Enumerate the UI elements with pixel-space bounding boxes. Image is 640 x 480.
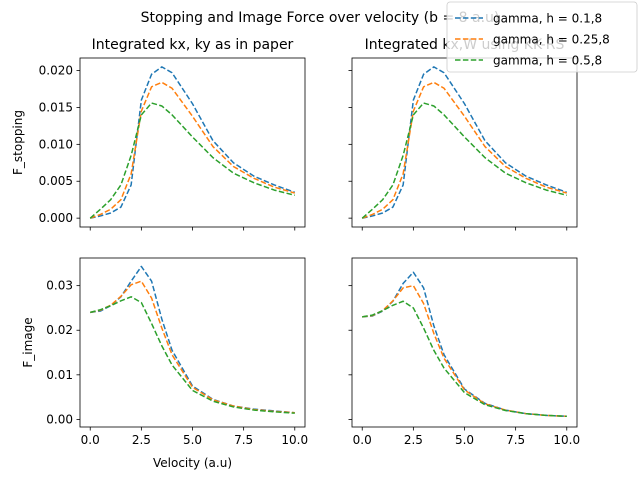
series-line-top-right-1	[361, 81, 567, 219]
x-tick-label-bottom-left-2: 5.0	[183, 433, 202, 447]
series-line-bottom-left-2	[90, 296, 295, 414]
y-axis-label-top-left: F_stopping	[11, 110, 25, 175]
panel-title-top-left: Integrated kx, ky as in paper	[92, 37, 294, 53]
y-tick-label-top-left-4: 0.020	[39, 64, 73, 78]
y-tick-label-top-left-0: 0.000	[39, 211, 73, 225]
series-line-top-left-2	[89, 102, 295, 219]
panel-top-left: 0.000 0.005 0.010 0.015 0.020 Integrated kx, …	[11, 37, 306, 231]
x-tick-label-bottom-right-1: 2.5	[404, 433, 423, 447]
series-line-top-left-1	[89, 81, 295, 219]
x-tick-label-bottom-left-4: 10.0	[281, 433, 308, 447]
series-line-top-right-2	[361, 102, 567, 219]
legend-label-1: gamma, h = 0.25,8	[493, 33, 610, 47]
y-tick-label-bottom-left-1: 0.01	[46, 368, 73, 382]
y-tick-label-bottom-left-3: 0.03	[46, 279, 73, 293]
x-axis-label-bottom-left: Velocity (a.u)	[153, 456, 232, 470]
legend-label-2: gamma, h = 0.5,8	[493, 54, 602, 68]
legend-label-0: gamma, h = 0.1,8	[493, 12, 602, 26]
x-tick-label-bottom-left-0: 0.0	[81, 433, 100, 447]
y-tick-label-top-left-1: 0.005	[39, 174, 73, 188]
y-tick-label-bottom-left-0: 0.00	[46, 412, 73, 426]
legend-frame	[446, 1, 638, 73]
x-tick-label-bottom-right-0: 0.0	[353, 433, 372, 447]
panels: 0.000 0.005 0.010 0.015 0.020 Integrated kx, …	[11, 37, 580, 470]
y-tick-label-top-left-2: 0.010	[39, 137, 73, 151]
x-tick-label-bottom-right-4: 10.0	[553, 433, 580, 447]
panel-bottom-left: 0.0 2.5 5.0 7.5 10.0 0.00 0.01 0.02 0.03 F_image V…	[21, 257, 308, 470]
series-line-top-right-0	[362, 66, 568, 219]
x-tick-label-bottom-left-1: 2.5	[132, 433, 151, 447]
y-tick-label-bottom-left-2: 0.02	[46, 323, 73, 337]
figure-suptitle: Stopping and Image Force over velocity (…	[141, 10, 500, 26]
series-line-top-left-0	[90, 66, 296, 219]
y-axis-label-bottom-left: F_image	[21, 317, 35, 367]
x-tick-label-bottom-left-3: 7.5	[234, 433, 253, 447]
x-tick-label-bottom-right-2: 5.0	[455, 433, 474, 447]
x-tick-label-bottom-right-3: 7.5	[506, 433, 525, 447]
y-tick-label-top-left-3: 0.015	[39, 100, 73, 114]
panel-bottom-right: 0.0 2.5 5.0 7.5 10.0	[348, 257, 580, 447]
legend: gamma, h = 0.1,8 gamma, h = 0.25,8 gamma, …	[446, 1, 638, 73]
series-line-bottom-right-2	[362, 300, 567, 418]
